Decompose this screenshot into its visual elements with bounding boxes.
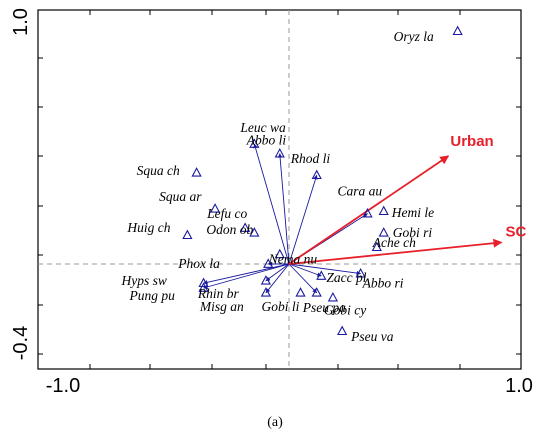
species-label: Rhod li: [290, 151, 331, 166]
species-vector: [277, 153, 290, 265]
y-tick-label-top: 1.0: [10, 8, 32, 36]
env-vector: [288, 155, 450, 265]
species-label: Nema nu: [268, 251, 318, 266]
species-point: [274, 147, 285, 158]
species-label: Hyps sw: [121, 273, 167, 288]
species-point: [378, 205, 389, 216]
species-label: Pung pu: [129, 288, 176, 303]
species-point: [311, 287, 322, 297]
species-point: [198, 277, 209, 288]
species-point: [362, 207, 373, 218]
species-point: [337, 325, 348, 336]
species-label: Huig ch: [126, 220, 170, 235]
species-label: Misg an: [199, 299, 244, 314]
species-point: [371, 241, 382, 252]
figure-caption: (a): [267, 415, 283, 430]
species-vector: [288, 263, 318, 294]
species-vector: [288, 263, 322, 277]
species-point: [316, 270, 327, 280]
species-point: [249, 227, 260, 237]
species-label: Abbo ri: [362, 276, 404, 291]
species-point: [378, 227, 389, 237]
env-vector: [288, 238, 503, 265]
species-point: [327, 291, 339, 302]
species-label: Pseu va: [350, 329, 394, 344]
species-label: Hemi le: [391, 205, 434, 220]
species-label: Cara au: [338, 184, 383, 199]
species-point: [263, 258, 274, 268]
species-vector: [203, 263, 290, 285]
species-point: [239, 222, 251, 232]
species-point: [198, 282, 209, 292]
species-label: Squa ch: [137, 163, 180, 178]
species-label: Ache ch: [372, 235, 416, 250]
species-label: Rhin br: [197, 286, 240, 301]
species-point: [209, 203, 221, 213]
env-vector-label: SC: [506, 223, 527, 240]
species-point: [295, 287, 306, 297]
species-label: Oryz la: [394, 29, 434, 44]
species-point: [260, 275, 272, 285]
species-point: [355, 267, 366, 278]
species-label: Pseu pa: [302, 300, 346, 315]
species-point: [249, 138, 260, 148]
species-label: Squa ar: [159, 189, 202, 204]
species-label: Gobi li: [262, 299, 300, 314]
plot-frame: [37, 9, 522, 370]
species-vector: [203, 263, 290, 290]
y-tick-label-bottom: -0.4: [10, 326, 32, 360]
species-vector: [265, 263, 290, 294]
species-label: Gobi ri: [393, 225, 433, 240]
species-point: [191, 167, 202, 177]
env-vector-label: Urban: [450, 133, 493, 150]
species-point: [274, 248, 285, 259]
species-label: Zacc pl: [326, 270, 366, 285]
species-point: [182, 229, 193, 240]
species-vector: [265, 263, 290, 282]
species-label: Phox la: [177, 256, 220, 271]
x-tick-label-left: -1.0: [46, 375, 80, 397]
species-label: Gobi cy: [324, 303, 366, 318]
species-point: [311, 169, 322, 180]
species-vector: [288, 263, 362, 276]
species-point: [260, 287, 272, 297]
species-point: [452, 25, 463, 36]
species-label: Abbo li: [246, 133, 287, 148]
species-vector: [288, 174, 318, 265]
species-vector: [253, 143, 290, 265]
species-label: Lefu co: [206, 206, 247, 221]
x-tick-label-right: 1.0: [505, 375, 533, 397]
species-label: Odon ob: [206, 222, 253, 237]
species-label: Leuc wa: [239, 120, 286, 135]
